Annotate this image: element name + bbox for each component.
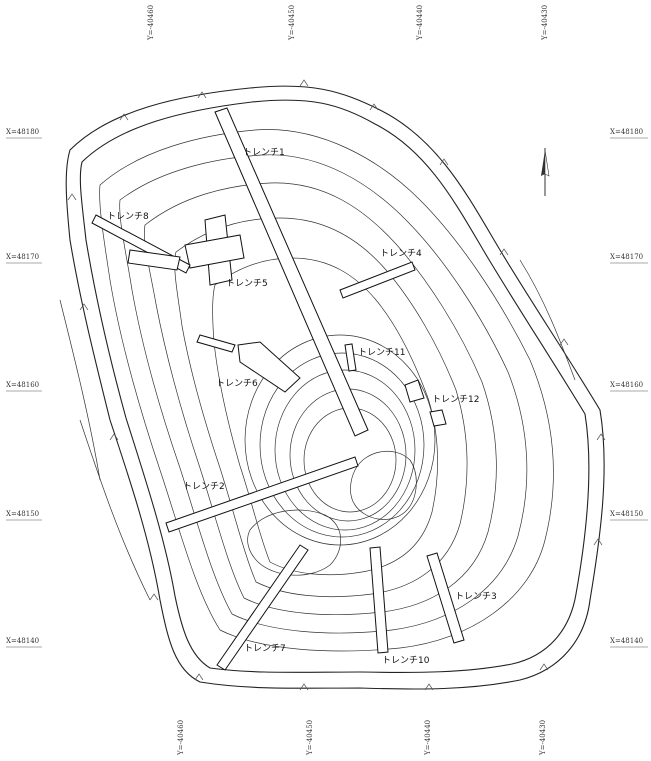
trench-label: トレンチ12 [432,394,479,405]
trench-label: トレンチ5 [226,278,268,289]
trench-label: トレンチ11 [358,347,405,358]
grid-label-x-left: X=48150 [6,510,39,518]
trench-4[interactable] [339,261,416,299]
boundary-markers [67,79,606,691]
north-arrow-icon [541,148,550,196]
trench-label: トレンチ7 [244,643,286,654]
trench-5[interactable] [184,214,245,286]
grid-label-x-left: X=48140 [6,637,39,645]
grid-label-y-bottom: Y=-40450 [306,720,314,756]
trench-3[interactable] [426,552,465,644]
grid-labels-left: X=48180 X=48170 X=48160 X=48150 X=48140 [6,128,42,648]
trench-8[interactable] [91,214,191,274]
grid-label-x-right: X=48160 [610,381,643,389]
grid-label-y-top: Y=-40460 [147,5,155,41]
trench-label: トレンチ2 [183,481,225,492]
grid-label-y-bottom: Y=-40430 [539,720,547,756]
trench-1[interactable] [214,107,369,437]
grid-label-x-left: X=48170 [6,253,39,261]
grid-labels-right: X=48180 X=48170 X=48160 X=48150 X=48140 [610,128,648,648]
contour-lines [59,129,576,652]
grid-label-y-bottom: Y=-40460 [177,720,185,756]
trench-2[interactable] [165,456,359,533]
grid-label-x-right: X=48180 [610,128,643,136]
trench-6[interactable] [196,334,301,393]
grid-label-y-top: Y=-40440 [416,5,424,41]
trench-7[interactable] [216,544,309,671]
grid-label-x-right: X=48150 [610,510,643,518]
trench-label: トレンチ3 [455,591,497,602]
trench-label: トレンチ10 [382,655,430,666]
grid-label-y-bottom: Y=-40440 [424,720,432,756]
grid-label-x-left: X=48160 [6,381,39,389]
trench-12[interactable] [404,379,447,427]
grid-labels-top: Y=-40460 Y=-40450 Y=-40440 Y=-40430 [147,5,549,41]
trench-label: トレンチ8 [107,211,149,222]
grid-label-y-top: Y=-40450 [288,5,296,41]
grid-labels-bottom: Y=-40460 Y=-40450 Y=-40440 Y=-40430 [177,720,547,756]
trench-11[interactable] [344,343,357,372]
grid-label-y-top: Y=-40430 [541,5,549,41]
site-boundary-inner [79,99,590,673]
trench-10[interactable] [369,546,389,654]
trench-label: トレンチ6 [216,378,258,389]
trench-label: トレンチ4 [380,248,422,259]
grid-label-x-right: X=48140 [610,637,643,645]
trench-label: トレンチ1 [243,147,285,158]
grid-label-x-right: X=48170 [610,253,643,261]
grid-label-x-left: X=48180 [6,128,39,136]
